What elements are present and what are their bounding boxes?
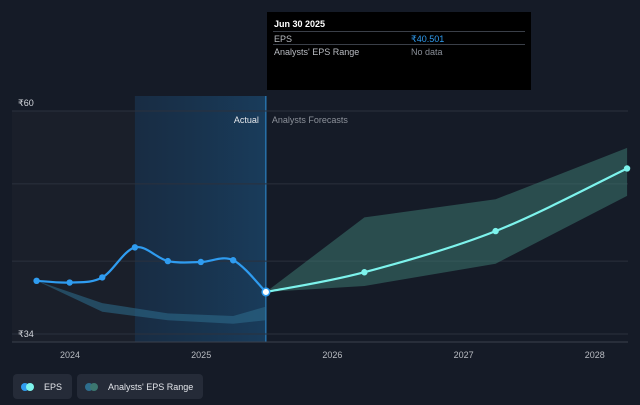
legend-range-swatch bbox=[85, 382, 102, 391]
tooltip-row-eps: EPS ₹40.501 bbox=[273, 31, 525, 45]
forecast-line bbox=[265, 167, 628, 294]
eps-point bbox=[197, 258, 205, 266]
x-tick-label: 2027 bbox=[454, 350, 474, 360]
legend-item-range[interactable]: Analysts' EPS Range bbox=[77, 374, 204, 399]
tooltip-range-value: No data bbox=[411, 47, 443, 57]
actual-shade bbox=[134, 96, 266, 342]
x-tick-label: 2025 bbox=[191, 350, 211, 360]
tooltip-eps-value: ₹40.501 bbox=[411, 34, 445, 44]
eps-point bbox=[229, 257, 237, 264]
eps-point bbox=[164, 257, 172, 265]
legend: EPS Analysts' EPS Range bbox=[13, 374, 204, 399]
tooltip-range-label: Analysts' EPS Range bbox=[274, 47, 360, 57]
forecast-label: Analysts Forecasts bbox=[272, 115, 349, 125]
legend-eps-label: EPS bbox=[44, 381, 63, 392]
tooltip-date: Jun 30 2025 bbox=[274, 19, 326, 29]
legend-range-label: Analysts' EPS Range bbox=[108, 381, 194, 392]
tooltip-row-range: Analysts' EPS Range No data bbox=[273, 44, 525, 58]
legend-item-eps[interactable]: EPS bbox=[13, 374, 73, 399]
actual-label: Actual bbox=[234, 115, 259, 125]
legend-eps-swatch bbox=[21, 382, 38, 391]
eps-point bbox=[131, 244, 139, 251]
x-tick-label: 2028 bbox=[585, 350, 605, 360]
forecast-range-band bbox=[265, 147, 628, 292]
forecast-point bbox=[492, 227, 499, 235]
x-tick-label: 2026 bbox=[322, 350, 342, 360]
eps-point bbox=[33, 277, 40, 285]
past-band bbox=[12, 111, 135, 342]
eps-point bbox=[99, 274, 106, 281]
past-range-band bbox=[36, 280, 266, 324]
x-tick-label: 2024 bbox=[60, 350, 80, 360]
forecast-point bbox=[361, 269, 368, 276]
forecast-point bbox=[623, 165, 631, 172]
eps-point bbox=[261, 287, 271, 297]
tooltip-eps-label: EPS bbox=[274, 34, 293, 44]
eps-point bbox=[66, 279, 73, 286]
tooltip: Jun 30 2025 EPS ₹40.501 Analysts' EPS Ra… bbox=[267, 12, 531, 90]
y-tick-label-bottom: ₹34 bbox=[18, 329, 34, 339]
y-tick-label-top: ₹60 bbox=[18, 98, 34, 108]
